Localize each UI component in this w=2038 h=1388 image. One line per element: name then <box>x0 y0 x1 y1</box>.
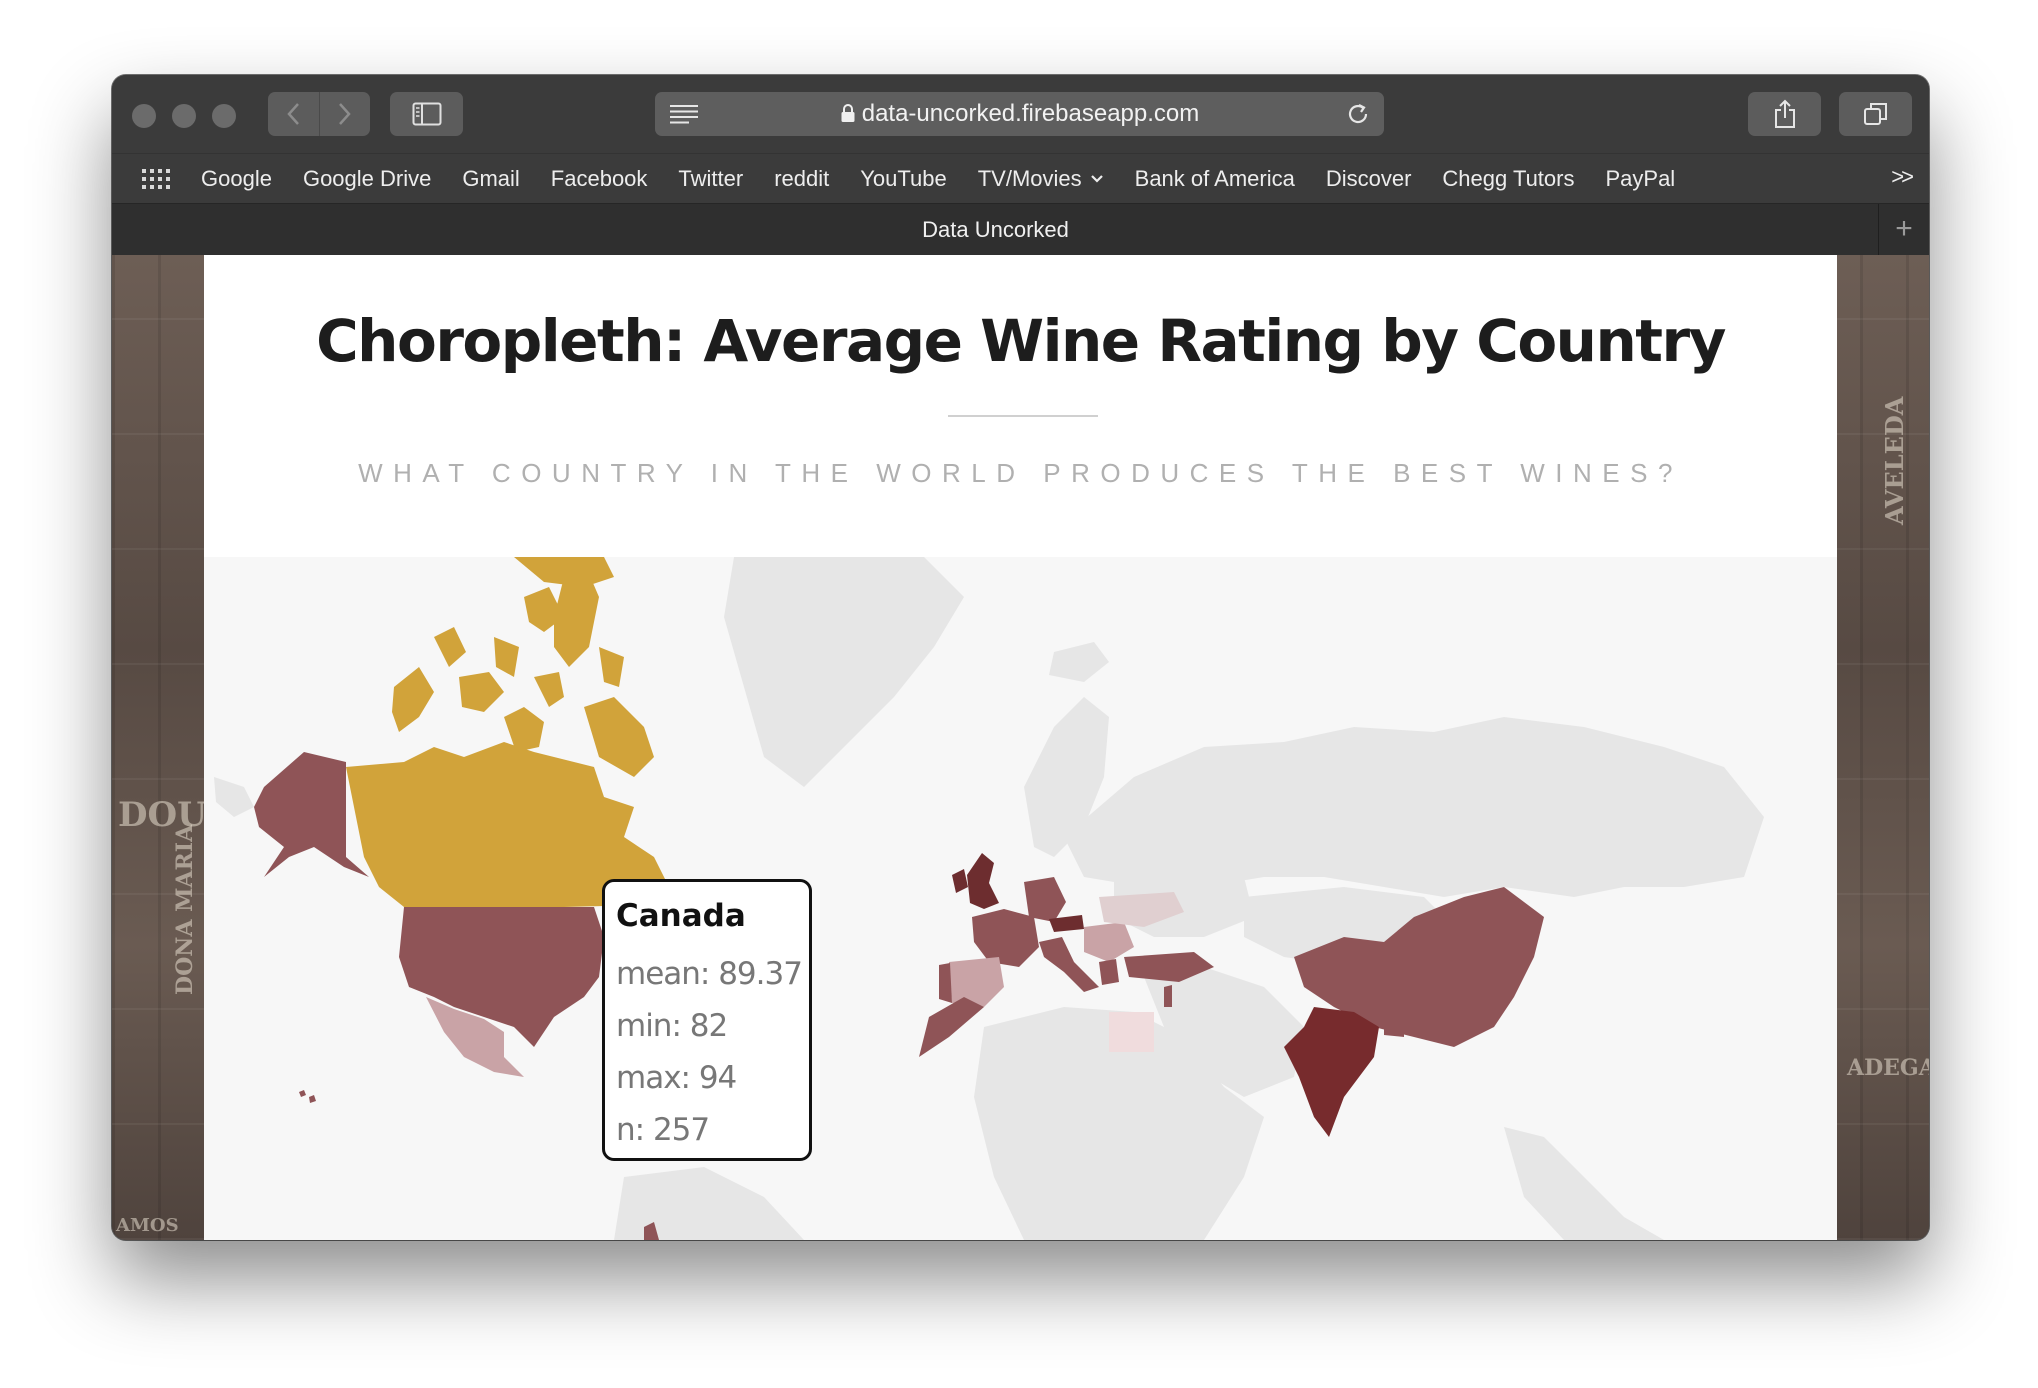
cork-label: AVELEDA <box>1880 396 1909 525</box>
tooltip-min: min: 82 <box>616 1008 728 1044</box>
tooltip-max: max: 94 <box>616 1060 737 1096</box>
country-iceland[interactable] <box>1049 642 1109 682</box>
bookmarks-bar: Google Google Drive Gmail Facebook Twitt… <box>112 153 1929 204</box>
lock-icon <box>841 104 855 122</box>
country-ukraine[interactable] <box>1099 892 1184 927</box>
tabs-overview-icon <box>1863 103 1887 125</box>
sidebar-button[interactable] <box>390 92 463 136</box>
browser-window: data-uncorked.firebaseapp.com <box>112 75 1929 1240</box>
back-button[interactable] <box>268 92 319 136</box>
bookmark-twitter[interactable]: Twitter <box>678 166 744 191</box>
title-divider <box>948 415 1098 417</box>
bookmark-youtube[interactable]: YouTube <box>860 166 947 191</box>
chevron-down-icon <box>1090 175 1103 183</box>
reader-icon[interactable] <box>669 104 699 124</box>
country-greenland[interactable] <box>724 557 964 787</box>
close-window-button[interactable] <box>132 104 156 128</box>
country-middle-east[interactable] <box>1144 967 1304 1097</box>
country-austria[interactable] <box>1049 915 1084 932</box>
country-balkans[interactable] <box>1084 922 1134 962</box>
country-bhutan-nepal[interactable] <box>1384 1022 1404 1037</box>
bookmark-paypal[interactable]: PayPal <box>1605 166 1676 191</box>
country-hawaii[interactable] <box>299 1090 316 1103</box>
address-bar[interactable]: data-uncorked.firebaseapp.com <box>655 92 1384 136</box>
page-title: Choropleth: Average Wine Rating by Count… <box>316 307 1726 375</box>
tabs-overview-button[interactable] <box>1839 92 1912 136</box>
share-icon <box>1774 99 1795 128</box>
country-portugal[interactable] <box>939 963 952 1003</box>
bookmark-google[interactable]: Google <box>201 166 272 191</box>
country-spain[interactable] <box>949 957 1004 1007</box>
country-france[interactable] <box>972 909 1039 967</box>
country-germany[interactable] <box>1024 877 1066 922</box>
reload-icon[interactable] <box>1346 102 1370 126</box>
bookmark-google-drive[interactable]: Google Drive <box>302 166 432 191</box>
forward-icon <box>338 103 351 125</box>
bookmark-bank-of-america[interactable]: Bank of America <box>1134 166 1295 191</box>
cork-label: ADEGA <box>1847 1055 1929 1081</box>
url-display[interactable]: data-uncorked.firebaseapp.com <box>655 92 1384 136</box>
bookmark-chegg-tutors[interactable]: Chegg Tutors <box>1442 166 1575 191</box>
country-alaska[interactable] <box>254 752 369 877</box>
tab-bar: Data Uncorked + <box>112 203 1929 256</box>
new-tab-button[interactable]: + <box>1878 204 1929 255</box>
bookmarks-overflow-button[interactable]: >> <box>1891 164 1914 189</box>
bookmark-folder-tv-movies[interactable]: TV/Movies <box>978 166 1104 192</box>
bookmark-discover[interactable]: Discover <box>1325 166 1412 191</box>
country-lebanon-israel[interactable] <box>1164 985 1172 1007</box>
country-south-america[interactable] <box>614 1167 804 1240</box>
country-uk[interactable] <box>967 853 999 909</box>
country-mexico[interactable] <box>426 997 524 1077</box>
back-icon <box>287 103 300 125</box>
country-egypt[interactable] <box>1109 1012 1154 1052</box>
country-russia[interactable] <box>1064 717 1764 897</box>
tooltip-mean: mean: 89.37 <box>616 956 803 992</box>
page-viewport: DOURO AVELEDA DONA MARIA ADEGA AMOS Chor… <box>112 255 1929 1240</box>
tooltip-country-name: Canada <box>616 898 746 934</box>
history-nav <box>268 92 370 136</box>
country-southeast-asia[interactable] <box>1504 1127 1664 1240</box>
page-subtitle: WHAT COUNTRY IN THE WORLD PRODUCES THE B… <box>358 458 1683 488</box>
tooltip-count: n: 257 <box>616 1112 710 1148</box>
minimize-window-button[interactable] <box>172 104 196 128</box>
country-china[interactable] <box>1294 887 1544 1047</box>
country-greece[interactable] <box>1099 959 1119 985</box>
country-morocco[interactable] <box>919 997 984 1057</box>
bookmark-folder-label: TV/Movies <box>977 166 1082 191</box>
country-canada-islands[interactable] <box>392 557 654 777</box>
country-alaska-islands[interactable] <box>214 777 254 817</box>
content-card: Choropleth: Average Wine Rating by Count… <box>204 255 1837 1240</box>
country-india[interactable] <box>1284 1007 1379 1137</box>
country-venezuela[interactable] <box>644 1222 659 1240</box>
country-scandinavia[interactable] <box>1024 697 1109 857</box>
bookmark-facebook[interactable]: Facebook <box>550 166 648 191</box>
share-button[interactable] <box>1748 92 1821 136</box>
country-usa[interactable] <box>399 907 604 1047</box>
apps-grid-icon[interactable] <box>142 169 170 189</box>
forward-button[interactable] <box>318 92 371 136</box>
cork-label: AMOS <box>116 1215 179 1236</box>
country-ireland[interactable] <box>952 869 968 893</box>
cork-label: DONA MARIA <box>172 824 198 995</box>
url-text: data-uncorked.firebaseapp.com <box>861 100 1200 127</box>
world-map-svg[interactable] <box>204 557 1837 1240</box>
tab-data-uncorked[interactable]: Data Uncorked <box>922 217 1069 242</box>
country-italy[interactable] <box>1039 937 1099 992</box>
zoom-window-button[interactable] <box>212 104 236 128</box>
country-turkey[interactable] <box>1124 952 1214 982</box>
country-canada[interactable] <box>346 742 669 907</box>
browser-toolbar: data-uncorked.firebaseapp.com <box>112 75 1929 153</box>
sidebar-icon <box>412 102 441 126</box>
country-africa[interactable] <box>974 1007 1264 1240</box>
country-tooltip: Canada mean: 89.37 min: 82 max: 94 n: 25… <box>602 879 812 1161</box>
bookmark-reddit[interactable]: reddit <box>774 166 830 191</box>
bookmark-gmail[interactable]: Gmail <box>462 166 520 191</box>
choropleth-map[interactable]: Canada mean: 89.37 min: 82 max: 94 n: 25… <box>204 557 1837 1240</box>
